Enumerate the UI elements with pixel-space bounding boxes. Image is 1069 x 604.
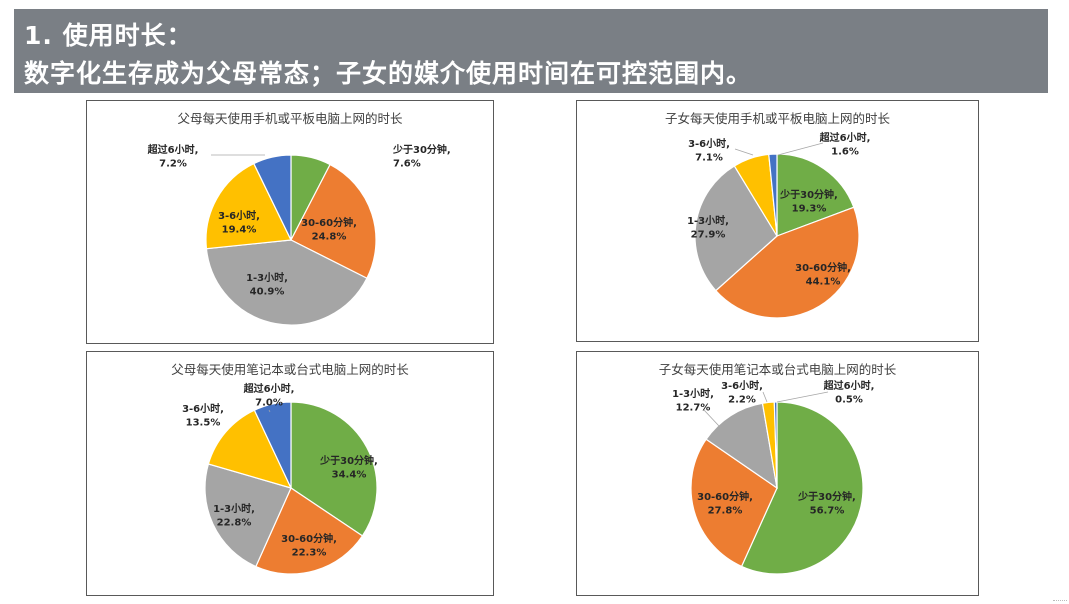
- slice-less-than-30min: [776, 153, 855, 237]
- data-label: 超过6小时, 7.0%: [243, 382, 295, 409]
- data-label: 少于30分钟, 34.4%: [319, 454, 378, 481]
- slice-over-6h: [253, 401, 292, 489]
- chart-title: 子女每天使用手机或平板电脑上网的时长: [664, 111, 890, 126]
- pie-chart-svg: 少于30分钟, 56.7% 30-60分钟, 27.8% 1-3小时, 12.7% 3-6小…: [672, 379, 875, 575]
- pie-chart-svg: 少于30分钟, 7.6% 30-60分钟, 24.8% 1-3小时, 40.9% 3-6小时…: [147, 143, 451, 326]
- chart-panel-parents-mobile: 父母每天使用手机或平板电脑上网的时长 少于30分钟, 7.6% 30-60分钟, 24…: [86, 100, 494, 344]
- slide-headline: 数字化生存成为父母常态；子女的媒介使用时间在可控范围内。: [24, 59, 753, 88]
- data-label: 超过6小时, 1.6%: [819, 131, 871, 158]
- slice-1-3h: [694, 165, 778, 292]
- data-label: 1-3小时, 22.8%: [213, 502, 255, 529]
- leader-line: [762, 391, 768, 403]
- data-label: 30-60分钟, 44.1%: [795, 261, 851, 288]
- slide-header: 1. 使用时长： 数字化生存成为父母常态；子女的媒介使用时间在可控范围内。: [14, 9, 1048, 93]
- data-label: 少于30分钟, 56.7%: [797, 490, 856, 517]
- chart-panel-parents-desktop: 父母每天使用笔记本或台式电脑上网的时长 少于30分钟, 34.4% 30-60分钟,…: [86, 351, 494, 596]
- slice-30-60min: [690, 438, 778, 568]
- data-label: 1-3小时, 40.9%: [246, 271, 288, 298]
- leader-line: [776, 391, 829, 403]
- data-label: 1-3小时, 27.9%: [687, 214, 729, 241]
- slice-3-6h: [205, 162, 292, 250]
- data-label: 少于30分钟, 7.6%: [392, 143, 451, 170]
- data-label: 3-6小时, 19.4%: [218, 209, 260, 236]
- leader-line: [777, 142, 824, 156]
- corner-mark: [1053, 594, 1067, 601]
- leader-line: [734, 148, 754, 156]
- chart-panel-children-mobile: 子女每天使用手机或平板电脑上网的时长 少于30分钟, 19.3% 30-60分钟, 4…: [576, 100, 979, 342]
- leader-line: [268, 409, 271, 413]
- chart-title: 子女每天使用笔记本或台式电脑上网的时长: [658, 362, 897, 377]
- data-label: 30-60分钟, 22.3%: [281, 532, 337, 559]
- data-label: 30-60分钟, 27.8%: [697, 490, 753, 517]
- chart-title: 父母每天使用手机或平板电脑上网的时长: [177, 111, 403, 126]
- slice-less-than-30min: [740, 401, 864, 575]
- data-label: 3-6小时, 13.5%: [182, 402, 224, 429]
- slice-over-6h: [768, 153, 778, 237]
- data-label: 3-6小时, 7.1%: [688, 137, 730, 164]
- slice-1-3h: [204, 463, 292, 568]
- section-heading: 1. 使用时长：: [24, 21, 193, 50]
- data-label: 1-3小时, 12.7%: [672, 387, 714, 414]
- chart-title: 父母每天使用笔记本或台式电脑上网的时长: [171, 362, 409, 377]
- chart-panel-children-desktop: 子女每天使用笔记本或台式电脑上网的时长 少于30分钟, 56.7% 30-60分钟,…: [576, 351, 979, 596]
- data-label: 3-6小时, 2.2%: [721, 379, 763, 406]
- leader-line: [703, 409, 720, 427]
- pie-chart-svg: 少于30分钟, 19.3% 30-60分钟, 44.1% 1-3小时, 27.9% 3-6小…: [687, 131, 871, 319]
- data-label: 超过6小时, 0.5%: [823, 379, 875, 406]
- slice-3-6h: [207, 409, 293, 489]
- slice-over-6h: [253, 154, 292, 241]
- slice-30-60min: [290, 163, 377, 280]
- slice-less-than-30min: [290, 401, 378, 537]
- slice-30-60min: [714, 206, 860, 319]
- data-label: 30-60分钟, 24.8%: [301, 216, 357, 243]
- data-label: 超过6小时, 7.2%: [147, 143, 199, 170]
- slice-30-60min: [255, 487, 364, 575]
- slice-1-3h: [705, 402, 778, 490]
- data-label: 少于30分钟, 19.3%: [779, 188, 838, 215]
- pie-chart-svg: 少于30分钟, 34.4% 30-60分钟, 22.3% 1-3小时, 22.8% 3-6小…: [182, 382, 378, 575]
- slice-1-3h: [205, 239, 368, 326]
- slice-over-6h: [773, 401, 778, 489]
